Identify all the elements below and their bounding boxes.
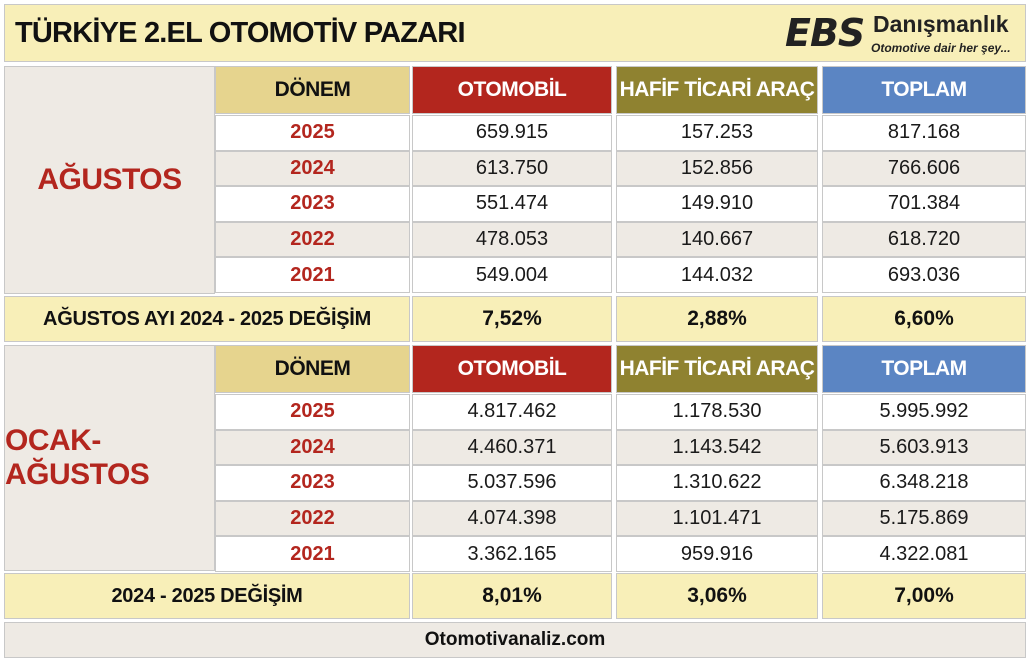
title-bar: TÜRKİYE 2.EL OTOMOTİV PAZARI EBS Danışma… [4,4,1026,62]
table-row-year-cell: 2024 [215,150,410,187]
table-row-year-cell: 2022 [215,500,410,537]
table-row-total-cell: 701.384 [822,186,1026,222]
table-row-total-cell: 618.720 [822,221,1026,258]
section2-header-car: OTOMOBİL [412,345,612,393]
table-row-year-cell: 2023 [215,186,410,222]
section1-header-lcv: HAFİF TİCARİ ARAÇ [616,66,818,114]
table-row-lcv-cell: 1.178.530 [616,394,818,430]
section2-change-lcv: 3,06% [616,573,818,619]
table-row-year-cell: 2021 [215,257,410,293]
table-row-car-cell: 4.460.371 [412,429,612,466]
page-title: TÜRKİYE 2.EL OTOMOTİV PAZARI [15,17,466,49]
table-row-lcv-cell: 152.856 [616,150,818,187]
table-row-total-cell: 766.606 [822,150,1026,187]
table-row-year-cell: 2023 [215,465,410,501]
section2-change-car: 8,01% [412,573,612,619]
section1-header-car: OTOMOBİL [412,66,612,114]
section1-header-period: DÖNEM [215,66,410,114]
table-row-car-cell: 3.362.165 [412,536,612,572]
table-row-lcv-cell: 959.916 [616,536,818,572]
table-row-total-cell: 817.168 [822,115,1026,151]
table-row-year-cell: 2025 [215,394,410,430]
table-row-lcv-cell: 1.101.471 [616,500,818,537]
table-row-lcv-cell: 140.667 [616,221,818,258]
section2-change-label: 2024 - 2025 DEĞİŞİM [4,573,410,619]
table-row-total-cell: 5.175.869 [822,500,1026,537]
logo-tagline: Otomotive dair her şey... [871,41,1011,55]
table-row-year-cell: 2025 [215,115,410,151]
footer-source: Otomotivanaliz.com [4,622,1026,658]
section2-header-lcv: HAFİF TİCARİ ARAÇ [616,345,818,393]
table-row-car-cell: 4.817.462 [412,394,612,430]
logo-name: Danışmanlık [873,11,1009,37]
table-row-year-cell: 2024 [215,429,410,466]
table-row-car-cell: 613.750 [412,150,612,187]
table-row-total-cell: 4.322.081 [822,536,1026,572]
table-row-car-cell: 549.004 [412,257,612,293]
table-row-year-cell: 2022 [215,221,410,258]
table-row-lcv-cell: 149.910 [616,186,818,222]
table-row-car-cell: 551.474 [412,186,612,222]
table-row-lcv-cell: 1.143.542 [616,429,818,466]
section2-header-period: DÖNEM [215,345,410,393]
logo-mark: EBS [785,11,865,55]
table-row-car-cell: 659.915 [412,115,612,151]
table-row-total-cell: 5.995.992 [822,394,1026,430]
section1-header-total: TOPLAM [822,66,1026,114]
table-row-year-cell: 2021 [215,536,410,572]
table-row-lcv-cell: 1.310.622 [616,465,818,501]
section1-change-lcv: 2,88% [616,296,818,342]
table-row-car-cell: 5.037.596 [412,465,612,501]
section2-header-total: TOPLAM [822,345,1026,393]
section1-change-car: 7,52% [412,296,612,342]
table-row-total-cell: 5.603.913 [822,429,1026,466]
table-row-car-cell: 478.053 [412,221,612,258]
section2-change-total: 7,00% [822,573,1026,619]
table-row-lcv-cell: 157.253 [616,115,818,151]
table-row-total-cell: 6.348.218 [822,465,1026,501]
section1-change-label: AĞUSTOS AYI 2024 - 2025 DEĞİŞİM [4,296,410,342]
table-row-lcv-cell: 144.032 [616,257,818,293]
section1-period-label: AĞUSTOS [4,66,215,294]
table-row-total-cell: 693.036 [822,257,1026,293]
section1-change-total: 6,60% [822,296,1026,342]
table-row-car-cell: 4.074.398 [412,500,612,537]
section2-period-label: OCAK-AĞUSTOS [4,345,215,571]
